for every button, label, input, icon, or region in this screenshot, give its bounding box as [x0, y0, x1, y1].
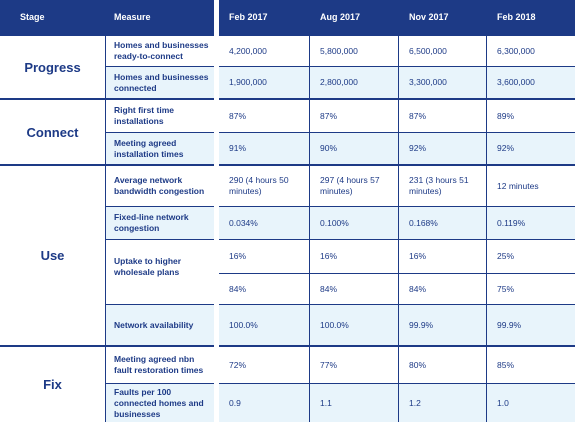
cell-availability-nov-2017: 99.9% [399, 305, 486, 345]
measure-fixed-line-congestion: Fixed-line network congestion [106, 207, 214, 239]
cell-faults-per-100-feb-2018: 1.0 [487, 384, 575, 422]
measure-fault-restoration: Meeting agreed nbn fault restoration tim… [106, 347, 214, 383]
header-stage: Stage [0, 0, 105, 35]
header-measure: Measure [106, 0, 214, 35]
cell-faults-per-100-nov-2017: 1.2 [399, 384, 486, 422]
cell-homes-ready-nov-2017: 6,500,000 [399, 36, 486, 66]
cell-bandwidth-congestion-nov-2017: 231 (3 hours 51 minutes) [399, 166, 486, 206]
cell-fault-restoration-feb-2018: 85% [487, 347, 575, 383]
cell-right-first-time-aug-2017: 87% [310, 100, 398, 132]
cell-fault-restoration-feb-2017: 72% [219, 347, 309, 383]
stage-fix: Fix [0, 347, 105, 422]
cell-homes-ready-aug-2017: 5,800,000 [310, 36, 398, 66]
cell-availability-aug-2017: 100.0% [310, 305, 398, 345]
measure-homes-connected: Homes and businesses connected [106, 67, 214, 98]
stage-use: Use [0, 166, 105, 345]
cell-homes-ready-feb-2017: 4,200,000 [219, 36, 309, 66]
header-nov-2017: Nov 2017 [399, 0, 486, 35]
cell-uptake-b-nov-2017: 84% [399, 274, 486, 304]
cell-uptake-b-feb-2018: 75% [487, 274, 575, 304]
cell-right-first-time-nov-2017: 87% [399, 100, 486, 132]
cell-right-first-time-feb-2018: 89% [487, 100, 575, 132]
cell-fixed-line-congestion-feb-2018: 0.119% [487, 207, 575, 239]
stage-connect: Connect [0, 100, 105, 164]
cell-fixed-line-congestion-nov-2017: 0.168% [399, 207, 486, 239]
cell-uptake-a-feb-2018: 25% [487, 240, 575, 273]
measure-availability: Network availability [106, 305, 214, 345]
header-feb-2018: Feb 2018 [487, 0, 575, 35]
cell-bandwidth-congestion-feb-2017: 290 (4 hours 50 minutes) [219, 166, 309, 206]
cell-bandwidth-congestion-aug-2017: 297 (4 hours 57 minutes) [310, 166, 398, 206]
cell-homes-connected-feb-2018: 3,600,000 [487, 67, 575, 98]
cell-fixed-line-congestion-aug-2017: 0.100% [310, 207, 398, 239]
cell-install-times-feb-2017: 91% [219, 133, 309, 164]
cell-fault-restoration-nov-2017: 80% [399, 347, 486, 383]
cell-bandwidth-congestion-feb-2018: 12 minutes [487, 166, 575, 206]
measure-install-times: Meeting agreed installation times [106, 133, 214, 164]
cell-install-times-aug-2017: 90% [310, 133, 398, 164]
cell-availability-feb-2017: 100.0% [219, 305, 309, 345]
measure-homes-ready: Homes and businesses ready-to-connect [106, 36, 214, 66]
cell-homes-connected-nov-2017: 3,300,000 [399, 67, 486, 98]
cell-homes-connected-feb-2017: 1,900,000 [219, 67, 309, 98]
cell-uptake-b-aug-2017: 84% [310, 274, 398, 304]
cell-faults-per-100-feb-2017: 0.9 [219, 384, 309, 422]
measure-uptake-higher: Uptake to higher wholesale plans [106, 240, 214, 304]
cell-uptake-a-feb-2017: 16% [219, 240, 309, 273]
cell-right-first-time-feb-2017: 87% [219, 100, 309, 132]
cell-fault-restoration-aug-2017: 77% [310, 347, 398, 383]
cell-faults-per-100-aug-2017: 1.1 [310, 384, 398, 422]
measure-right-first-time: Right first time installations [106, 100, 214, 132]
measure-bandwidth-congestion: Average network bandwidth congestion [106, 166, 214, 206]
header-feb-2017: Feb 2017 [219, 0, 309, 35]
header-aug-2017: Aug 2017 [310, 0, 398, 35]
cell-homes-connected-aug-2017: 2,800,000 [310, 67, 398, 98]
cell-uptake-a-nov-2017: 16% [399, 240, 486, 273]
cell-homes-ready-feb-2018: 6,300,000 [487, 36, 575, 66]
cell-install-times-nov-2017: 92% [399, 133, 486, 164]
measure-faults-per-100: Faults per 100 connected homes and busin… [106, 384, 214, 422]
cell-availability-feb-2018: 99.9% [487, 305, 575, 345]
cell-fixed-line-congestion-feb-2017: 0.034% [219, 207, 309, 239]
cell-install-times-feb-2018: 92% [487, 133, 575, 164]
stage-progress: Progress [0, 36, 105, 98]
cell-uptake-b-feb-2017: 84% [219, 274, 309, 304]
cell-uptake-a-aug-2017: 16% [310, 240, 398, 273]
